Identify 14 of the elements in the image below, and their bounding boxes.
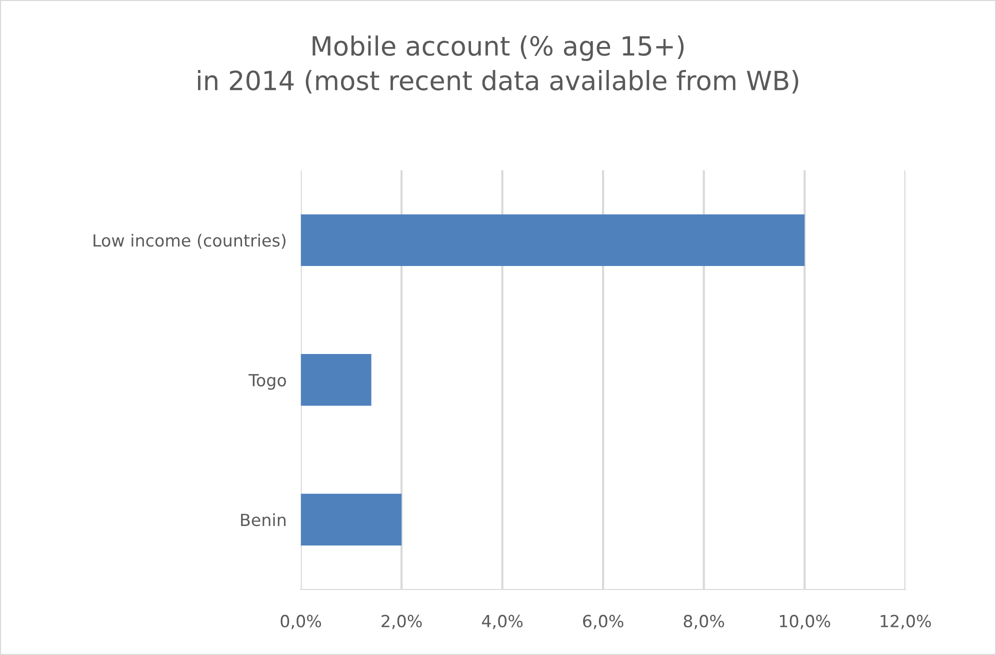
x-tick-label: 2,0% bbox=[382, 614, 422, 630]
bar bbox=[300, 214, 805, 266]
x-tick-label: 6,0% bbox=[583, 614, 624, 630]
x-tick-label: 12,0% bbox=[880, 614, 931, 630]
bar bbox=[300, 494, 402, 546]
y-tick-label: Low income (countries) bbox=[94, 234, 286, 249]
y-tick-label: Benin bbox=[241, 513, 286, 526]
x-tick-label: 0,0% bbox=[280, 614, 322, 630]
x-tick-label: 10,0% bbox=[780, 614, 830, 630]
y-tick-label: Togo bbox=[248, 374, 286, 390]
x-tick-label: 8,0% bbox=[684, 614, 724, 630]
bar bbox=[300, 354, 372, 406]
x-tick-label: 4,0% bbox=[482, 614, 523, 630]
chart-title: Mobile account (% age 15+) in 2014 (most recent data available from WB) bbox=[198, 35, 798, 94]
